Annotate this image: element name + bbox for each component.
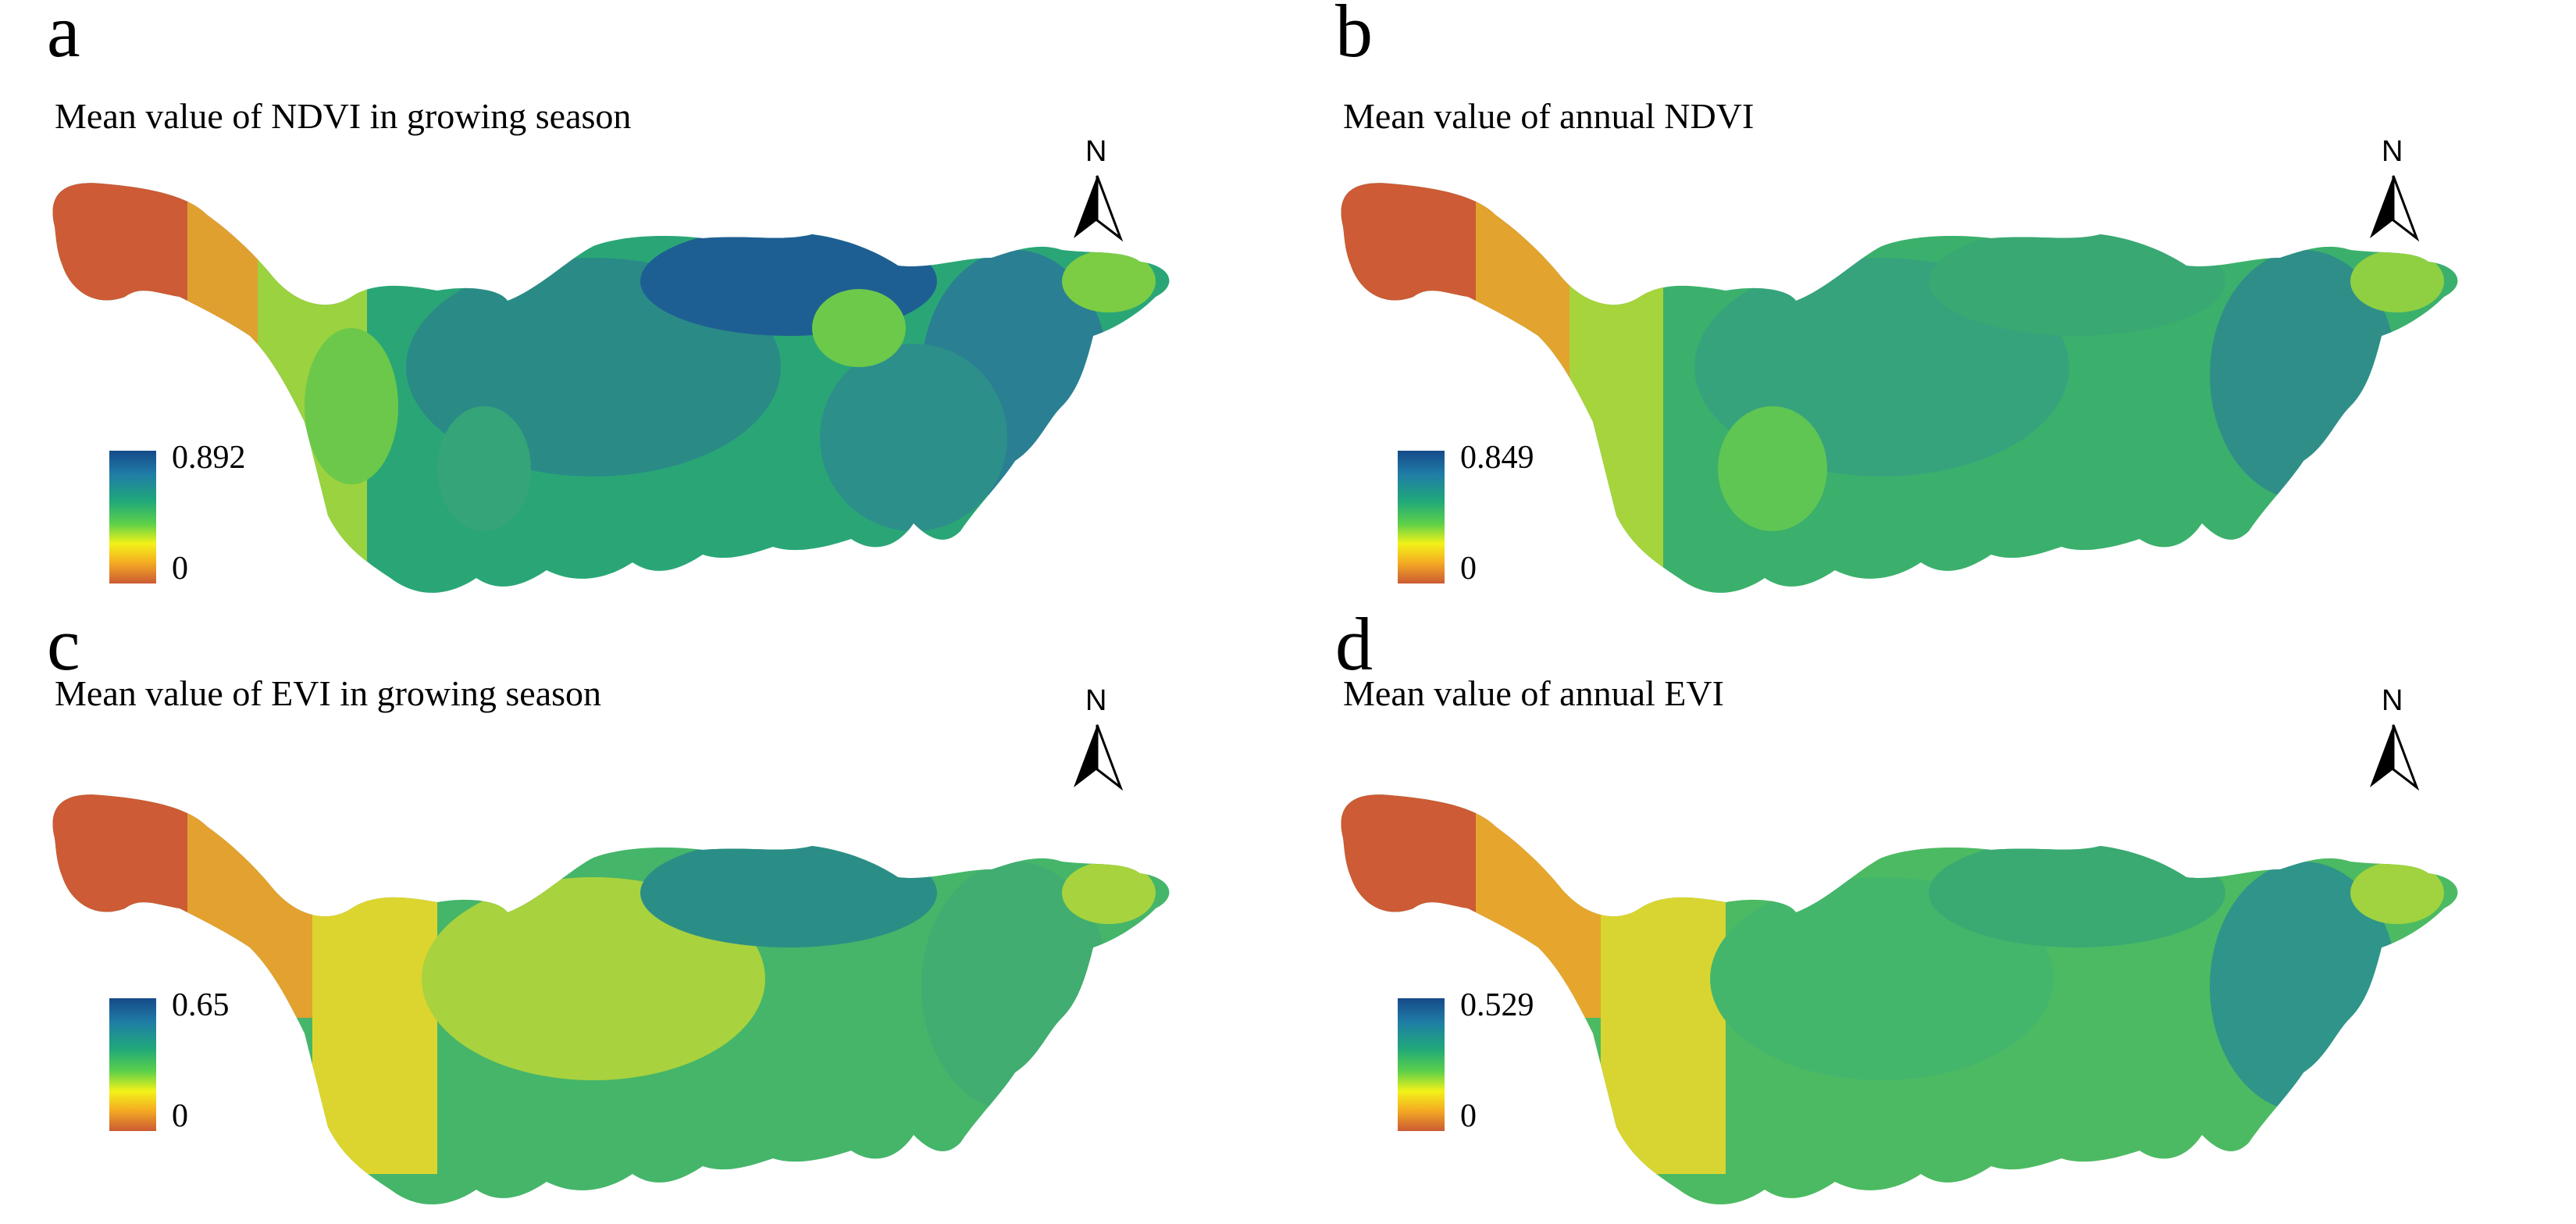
legend-min: 0 xyxy=(1460,1098,1477,1134)
panel-title: Mean value of annual EVI xyxy=(1343,673,1724,713)
north-label: N xyxy=(2382,684,2403,717)
basin-map xyxy=(52,794,1170,1204)
legend: 0.529 0 xyxy=(1398,989,1534,1134)
legend: 0.65 0 xyxy=(109,989,242,1134)
legend-min: 0 xyxy=(172,551,188,587)
panel-b: b Mean value of annual NDVI N 0.849 0 xyxy=(1288,0,2576,612)
north-arrow-right-half xyxy=(1096,724,1124,791)
panel-letter: a xyxy=(47,0,80,73)
north-arrow-left-half xyxy=(1074,725,1097,787)
north-arrow-left-half xyxy=(1074,176,1097,238)
basin-map xyxy=(1341,183,2458,593)
legend-colorbar xyxy=(1398,998,1445,1131)
legend-colorbar xyxy=(109,451,156,583)
legend-colorbar xyxy=(1398,451,1445,583)
legend: 0.849 0 xyxy=(1398,441,1534,587)
north-arrow-right-half xyxy=(2392,175,2420,242)
legend-colorbar xyxy=(109,998,156,1131)
north-arrow: N xyxy=(1062,133,1132,266)
panel-letter: d xyxy=(1335,602,1373,686)
legend-max: 0.892 xyxy=(172,440,246,476)
legend-min: 0 xyxy=(1460,551,1477,587)
legend-max: 0.849 xyxy=(1460,440,1534,476)
legend-max: 0.529 xyxy=(1460,987,1534,1023)
legend: 0.892 0 xyxy=(109,441,246,587)
basin-map xyxy=(52,183,1170,593)
panel-title: Mean value of annual NDVI xyxy=(1343,96,1755,136)
north-arrow: N xyxy=(1062,682,1132,815)
north-arrow: N xyxy=(2358,133,2428,266)
panel-c: c Mean value of EVI in growing season N … xyxy=(0,607,1288,1223)
north-arrow: N xyxy=(2358,682,2428,815)
panel-a: a Mean value of NDVI in growing season N… xyxy=(0,0,1288,612)
panel-letter: b xyxy=(1335,0,1373,73)
panel-title: Mean value of NDVI in growing season xyxy=(55,96,632,136)
legend-max: 0.65 xyxy=(172,987,230,1023)
north-label: N xyxy=(1085,135,1106,168)
panel-title: Mean value of EVI in growing season xyxy=(55,673,602,713)
north-arrow-right-half xyxy=(1096,175,1124,242)
north-arrow-left-half xyxy=(2370,725,2393,787)
north-label: N xyxy=(1085,684,1106,717)
basin-map xyxy=(1341,794,2458,1204)
north-arrow-left-half xyxy=(2370,176,2393,238)
north-arrow-right-half xyxy=(2392,724,2420,791)
panel-d: d Mean value of annual EVI N 0.529 0 xyxy=(1288,607,2576,1223)
legend-min: 0 xyxy=(172,1098,188,1134)
panel-letter: c xyxy=(47,602,80,686)
north-label: N xyxy=(2382,135,2403,168)
